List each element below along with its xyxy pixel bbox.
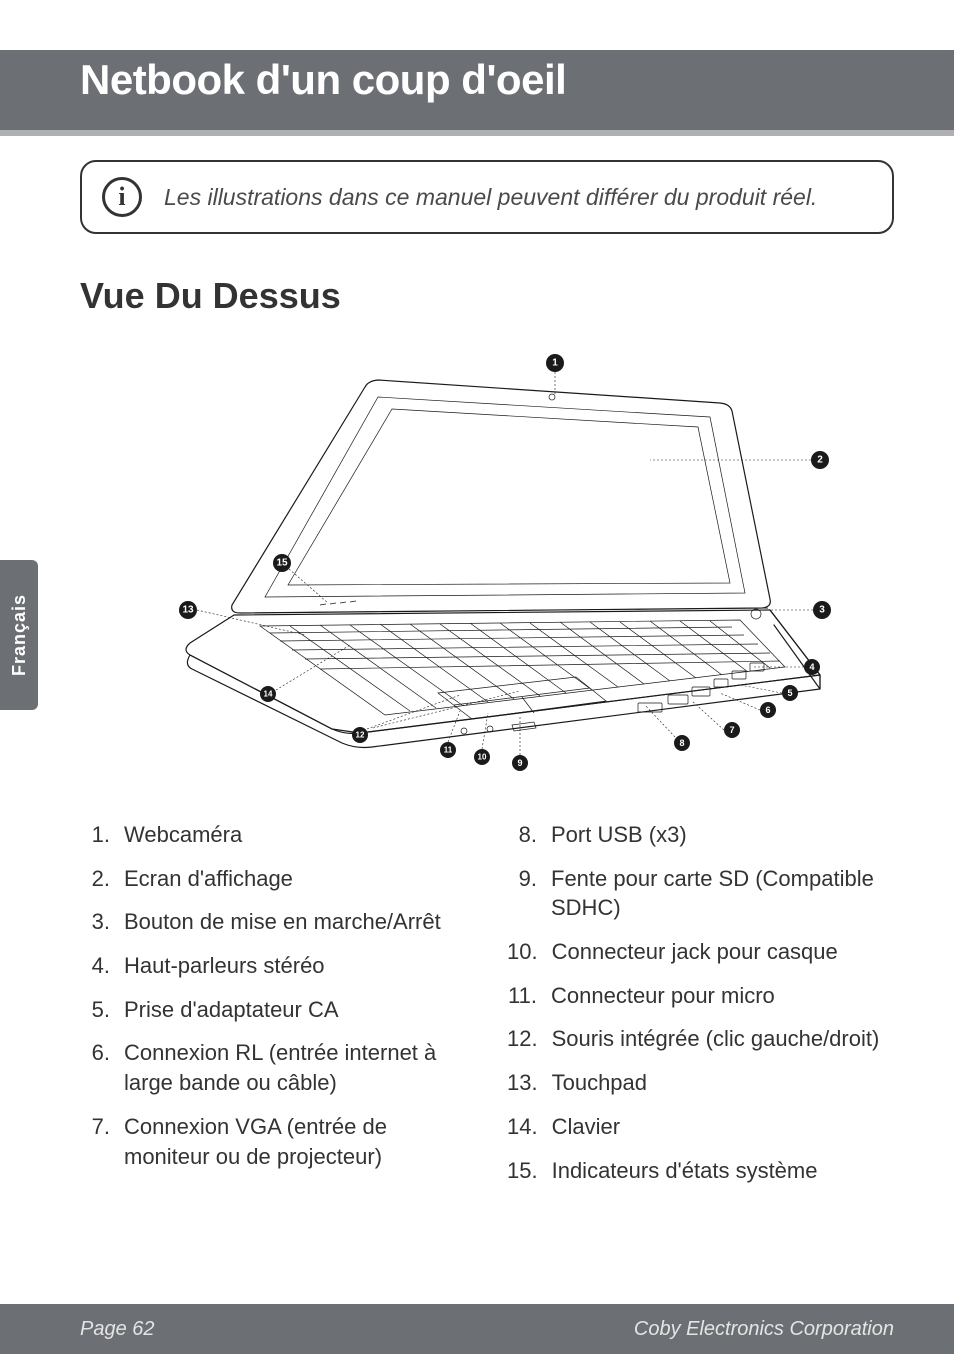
list-right: 8. Port USB (x3) 9.Fente pour carte SD (Co… xyxy=(507,820,894,1185)
callout-number-9: 9 xyxy=(517,758,522,768)
callout-number-4: 4 xyxy=(809,662,814,672)
list-item: 15. Indicateurs d'états système xyxy=(507,1156,894,1186)
list-item-text: Prise d'adaptateur CA xyxy=(124,995,339,1025)
info-callout: i Les illustrations dans ce manuel peuve… xyxy=(80,160,894,234)
footer: Page 62 Coby Electronics Corporation xyxy=(0,1304,954,1354)
list-item-text: Connecteur jack pour casque xyxy=(552,937,838,967)
feature-lists: 1. Webcaméra 2. Ecran d'affichage 3. Bouton d… xyxy=(80,820,894,1199)
list-item-number: 14. xyxy=(507,1112,538,1142)
list-item-text: Connecteur pour micro xyxy=(551,981,775,1011)
netbook-diagram: 123456789101112131415 xyxy=(120,345,840,795)
list-item: 8. Port USB (x3) xyxy=(507,820,894,850)
callout-number-1: 1 xyxy=(552,358,558,369)
list-item-text: Indicateurs d'états système xyxy=(552,1156,818,1186)
callout-number-10: 10 xyxy=(478,753,487,762)
title-bar-shade xyxy=(0,130,954,136)
list-item-number: 1. xyxy=(80,820,110,850)
list-item: 14. Clavier xyxy=(507,1112,894,1142)
list-item-text: Port USB (x3) xyxy=(551,820,687,850)
list-item-number: 6. xyxy=(80,1038,110,1097)
list-item: 2. Ecran d'affichage xyxy=(80,864,467,894)
page-title: Netbook d'un coup d'oeil xyxy=(80,56,566,104)
list-item-text: Clavier xyxy=(552,1112,620,1142)
list-item-number: 13. xyxy=(507,1068,538,1098)
list-item: 1. Webcaméra xyxy=(80,820,467,850)
list-item-number: 15. xyxy=(507,1156,538,1186)
list-item: 11. Connecteur pour micro xyxy=(507,981,894,1011)
section-heading: Vue Du Dessus xyxy=(80,275,341,317)
list-item-text: Webcaméra xyxy=(124,820,242,850)
list-item: 13. Touchpad xyxy=(507,1068,894,1098)
list-item-text: Touchpad xyxy=(552,1068,647,1098)
list-item-text: Souris intégrée (clic gauche/droit) xyxy=(552,1024,880,1054)
list-item: 3. Bouton de mise en marche/Arrêt xyxy=(80,907,467,937)
callout-number-6: 6 xyxy=(765,705,770,715)
list-item-number: 7. xyxy=(80,1112,110,1171)
footer-company: Coby Electronics Corporation xyxy=(634,1318,894,1341)
list-item-text: Bouton de mise en marche/Arrêt xyxy=(124,907,441,937)
footer-page: Page 62 xyxy=(80,1318,155,1341)
list-item-number: 2. xyxy=(80,864,110,894)
callout-number-8: 8 xyxy=(679,738,684,748)
info-icon: i xyxy=(102,177,142,217)
list-left: 1. Webcaméra 2. Ecran d'affichage 3. Bouton d… xyxy=(80,820,467,1171)
info-text: Les illustrations dans ce manuel peuvent… xyxy=(164,184,817,211)
callout-number-3: 3 xyxy=(819,605,825,616)
callout-number-15: 15 xyxy=(276,558,288,569)
language-tab-label: Français xyxy=(9,594,30,676)
list-item-text: Ecran d'affichage xyxy=(124,864,293,894)
list-item-number: 4. xyxy=(80,951,110,981)
callout-number-2: 2 xyxy=(817,455,823,466)
list-item: 9.Fente pour carte SD (Compatible SDHC) xyxy=(507,864,894,923)
list-item-text: Haut-parleurs stéréo xyxy=(124,951,325,981)
list-item-number: 9. xyxy=(507,864,537,923)
list-item: 4. Haut-parleurs stéréo xyxy=(80,951,467,981)
language-tab: Français xyxy=(0,560,38,710)
list-item-text: Fente pour carte SD (Compatible SDHC) xyxy=(551,864,894,923)
list-item-text: Connexion VGA (entrée de moniteur ou de … xyxy=(124,1112,467,1171)
list-item-number: 3. xyxy=(80,907,110,937)
list-item: 7.Connexion VGA (entrée de moniteur ou d… xyxy=(80,1112,467,1171)
callout-number-11: 11 xyxy=(444,746,453,755)
list-item-text: Connexion RL (entrée internet à large ba… xyxy=(124,1038,467,1097)
callout-number-5: 5 xyxy=(787,688,792,698)
list-item: 12. Souris intégrée (clic gauche/droit) xyxy=(507,1024,894,1054)
list-item-number: 8. xyxy=(507,820,537,850)
list-item: 10. Connecteur jack pour casque xyxy=(507,937,894,967)
list-item-number: 10. xyxy=(507,937,538,967)
callout-number-12: 12 xyxy=(356,731,365,740)
list-item-number: 5. xyxy=(80,995,110,1025)
title-bar: Netbook d'un coup d'oeil xyxy=(0,50,954,130)
list-item: 5. Prise d'adaptateur CA xyxy=(80,995,467,1025)
callout-number-13: 13 xyxy=(182,605,194,616)
list-item-number: 11. xyxy=(507,981,537,1011)
list-item: 6.Connexion RL (entrée internet à large … xyxy=(80,1038,467,1097)
callout-number-7: 7 xyxy=(729,725,734,735)
callout-number-14: 14 xyxy=(264,690,273,699)
list-item-number: 12. xyxy=(507,1024,538,1054)
